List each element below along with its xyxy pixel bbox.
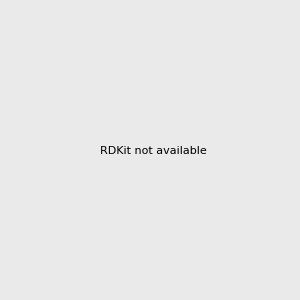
Text: RDKit not available: RDKit not available: [100, 146, 207, 157]
